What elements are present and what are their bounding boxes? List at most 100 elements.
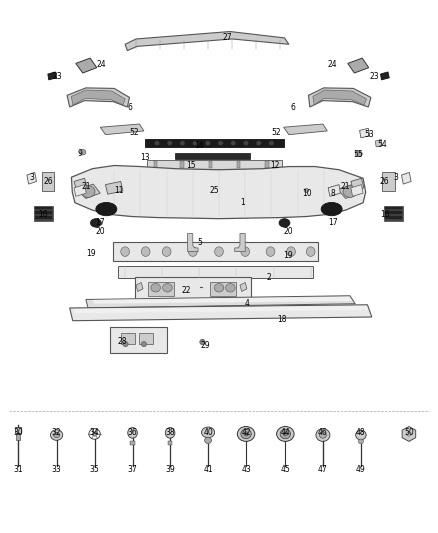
Text: 13: 13 (140, 153, 150, 162)
Text: 30: 30 (13, 428, 23, 437)
Bar (175, 154, 250, 159)
Text: 25: 25 (210, 186, 219, 195)
Text: 43: 43 (241, 465, 251, 474)
Ellipse shape (304, 188, 308, 192)
Ellipse shape (81, 185, 95, 197)
Ellipse shape (165, 427, 175, 438)
Ellipse shape (283, 432, 288, 436)
Polygon shape (402, 426, 416, 441)
Ellipse shape (167, 141, 172, 146)
Bar (42, 172, 54, 191)
Text: 23: 23 (369, 71, 379, 80)
Text: 32: 32 (52, 428, 61, 437)
Ellipse shape (277, 426, 294, 441)
Bar (168, 441, 172, 445)
Text: 23: 23 (53, 71, 62, 80)
Ellipse shape (123, 342, 128, 347)
Ellipse shape (151, 284, 160, 292)
Bar (265, 161, 269, 167)
Text: 9: 9 (78, 149, 83, 158)
Ellipse shape (218, 141, 223, 146)
Text: 33: 33 (52, 465, 61, 474)
Bar (148, 282, 174, 296)
Ellipse shape (200, 340, 205, 345)
Polygon shape (48, 72, 57, 80)
Ellipse shape (141, 342, 147, 347)
Text: 8: 8 (330, 189, 335, 198)
Ellipse shape (214, 284, 224, 292)
Ellipse shape (269, 141, 274, 146)
Ellipse shape (193, 141, 198, 146)
Ellipse shape (154, 141, 159, 146)
Polygon shape (27, 172, 36, 184)
Text: 50: 50 (404, 428, 414, 437)
Polygon shape (240, 282, 247, 292)
Text: 47: 47 (318, 465, 328, 474)
Ellipse shape (90, 219, 101, 227)
Polygon shape (100, 124, 144, 135)
Ellipse shape (141, 247, 150, 256)
Polygon shape (351, 184, 363, 196)
Bar (139, 333, 152, 344)
Text: 3: 3 (393, 173, 398, 182)
Polygon shape (92, 297, 352, 304)
Polygon shape (328, 184, 340, 196)
Text: 39: 39 (165, 465, 175, 474)
Ellipse shape (180, 141, 185, 146)
Bar (237, 161, 240, 167)
Text: 36: 36 (127, 428, 138, 437)
Text: 54: 54 (377, 140, 387, 149)
Bar (382, 172, 395, 191)
Bar (121, 333, 135, 344)
Text: 19: 19 (87, 249, 96, 258)
Polygon shape (284, 124, 327, 135)
Ellipse shape (50, 430, 63, 440)
Polygon shape (77, 184, 100, 198)
Ellipse shape (205, 141, 211, 146)
Bar (35, 216, 52, 219)
Ellipse shape (319, 432, 326, 438)
Text: 6: 6 (127, 102, 132, 111)
Bar (147, 160, 283, 168)
Text: 24: 24 (328, 60, 337, 69)
Ellipse shape (226, 284, 235, 292)
Text: 31: 31 (13, 465, 23, 474)
Text: 52: 52 (271, 128, 281, 137)
Text: 21: 21 (81, 182, 91, 191)
Text: 49: 49 (356, 465, 366, 474)
Ellipse shape (358, 439, 364, 444)
Ellipse shape (92, 432, 97, 436)
Bar (152, 169, 277, 174)
Bar (180, 161, 184, 167)
Text: 26: 26 (43, 177, 53, 186)
Bar (16, 434, 20, 440)
Text: 38: 38 (165, 428, 175, 437)
Text: 6: 6 (291, 102, 296, 111)
Text: 10: 10 (302, 189, 312, 198)
Polygon shape (375, 140, 382, 147)
Ellipse shape (96, 203, 117, 216)
Text: 16: 16 (39, 210, 48, 219)
Text: 19: 19 (283, 252, 293, 260)
Ellipse shape (407, 432, 411, 436)
Text: 53: 53 (365, 130, 374, 139)
Polygon shape (402, 172, 411, 184)
Bar (385, 216, 402, 219)
Polygon shape (86, 296, 355, 308)
Bar (145, 139, 285, 148)
Ellipse shape (128, 427, 138, 438)
Text: 22: 22 (181, 286, 191, 295)
Text: 28: 28 (117, 337, 127, 346)
Ellipse shape (306, 247, 315, 256)
Text: 45: 45 (280, 465, 290, 474)
Bar (208, 161, 212, 167)
Polygon shape (351, 178, 364, 191)
Text: 20: 20 (95, 228, 105, 237)
Bar (34, 206, 53, 221)
Ellipse shape (162, 284, 172, 292)
Bar (113, 242, 318, 261)
Text: 17: 17 (95, 218, 105, 227)
Ellipse shape (280, 429, 290, 439)
Ellipse shape (355, 151, 362, 157)
Ellipse shape (201, 427, 215, 438)
